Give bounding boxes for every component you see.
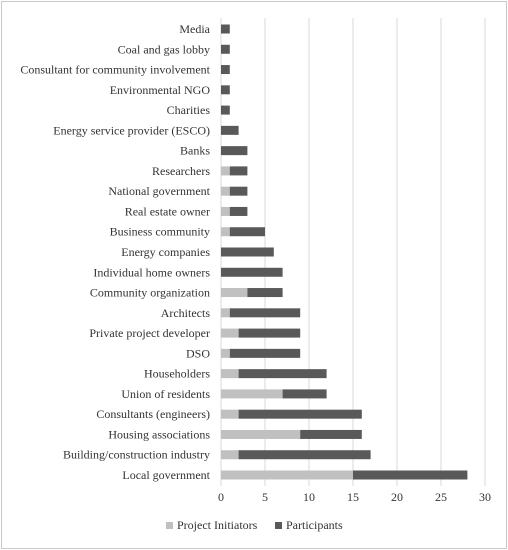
bars bbox=[221, 24, 468, 480]
bar-participants bbox=[221, 85, 230, 95]
category-label: Charities bbox=[167, 103, 211, 117]
x-tick-label: 15 bbox=[347, 490, 359, 504]
bar-participants bbox=[221, 125, 239, 135]
category-label: Consultants (engineers) bbox=[96, 407, 210, 421]
x-tick-label: 0 bbox=[218, 490, 224, 504]
category-label: Environmental NGO bbox=[110, 83, 211, 97]
legend-label: Participants bbox=[286, 518, 343, 532]
x-tick-label: 20 bbox=[391, 490, 403, 504]
category-label: Housing associations bbox=[108, 427, 210, 441]
x-tick-label: 10 bbox=[303, 490, 315, 504]
bar-project-initiators bbox=[221, 389, 283, 399]
bar-project-initiators bbox=[221, 186, 230, 196]
category-label: Local government bbox=[122, 468, 210, 482]
bar-participants bbox=[221, 105, 230, 115]
category-label: Energy service provider (ESCO) bbox=[53, 123, 210, 137]
bar-participants bbox=[238, 409, 362, 419]
bar-project-initiators bbox=[221, 308, 230, 318]
bar-participants bbox=[238, 369, 327, 379]
bar-participants bbox=[229, 186, 248, 196]
category-label: Private project developer bbox=[89, 326, 210, 340]
category-label: Banks bbox=[180, 144, 210, 158]
bar-participants bbox=[238, 328, 301, 338]
legend: Project Initiators Participants bbox=[166, 518, 343, 532]
bar-project-initiators bbox=[221, 369, 239, 379]
category-label: Community organization bbox=[90, 286, 210, 300]
category-label: Individual home owners bbox=[93, 265, 210, 279]
x-tick-label: 5 bbox=[262, 490, 268, 504]
legend-swatch-participants bbox=[275, 522, 282, 529]
bar-participants bbox=[221, 65, 230, 75]
category-label: Coal and gas lobby bbox=[118, 42, 210, 56]
bar-participants bbox=[221, 44, 230, 54]
bar-project-initiators bbox=[221, 470, 353, 480]
category-label: DSO bbox=[186, 346, 210, 360]
bar-participants bbox=[247, 288, 283, 298]
category-label: Business community bbox=[110, 225, 210, 239]
legend-swatch-project-initiators bbox=[166, 522, 173, 529]
legend-label: Project Initiators bbox=[177, 518, 258, 532]
bar-participants bbox=[300, 429, 362, 439]
bar-participants bbox=[282, 389, 327, 399]
bar-project-initiators bbox=[221, 288, 248, 298]
category-label: Householders bbox=[144, 367, 210, 381]
bar-participants bbox=[229, 348, 301, 358]
category-labels: Local government Building/construction in… bbox=[20, 22, 210, 482]
category-label: Researchers bbox=[152, 164, 210, 178]
category-label: Union of residents bbox=[121, 387, 210, 401]
category-label: Real estate owner bbox=[125, 204, 210, 218]
bar-participants bbox=[229, 227, 265, 237]
category-label: Energy companies bbox=[121, 245, 210, 259]
bar-project-initiators bbox=[221, 206, 230, 216]
category-label: Architects bbox=[161, 306, 211, 320]
bar-project-initiators bbox=[221, 450, 239, 460]
bar-project-initiators bbox=[221, 429, 301, 439]
bar-project-initiators bbox=[221, 227, 230, 237]
gridlines bbox=[220, 18, 486, 486]
bar-participants bbox=[229, 206, 248, 216]
bar-project-initiators bbox=[221, 328, 239, 338]
bar-participants bbox=[221, 247, 274, 257]
bar-participants bbox=[221, 24, 230, 34]
bar-participants bbox=[238, 450, 371, 460]
category-label: National government bbox=[108, 184, 210, 198]
bar-participants bbox=[221, 267, 283, 277]
bar-project-initiators bbox=[221, 166, 230, 176]
x-tick-label: 25 bbox=[435, 490, 447, 504]
bar-participants bbox=[353, 470, 468, 480]
bar-participants bbox=[221, 146, 248, 156]
bar-project-initiators bbox=[221, 409, 239, 419]
x-tick-label: 30 bbox=[479, 490, 491, 504]
category-label: Media bbox=[179, 22, 210, 36]
category-label: Consultant for community involvement bbox=[20, 63, 210, 77]
bar-participants bbox=[229, 166, 248, 176]
bar-project-initiators bbox=[221, 348, 230, 358]
bar-participants bbox=[229, 308, 301, 318]
x-tick-labels: 0 5 10 15 20 25 30 bbox=[218, 490, 491, 504]
category-label: Building/construction industry bbox=[63, 448, 210, 462]
